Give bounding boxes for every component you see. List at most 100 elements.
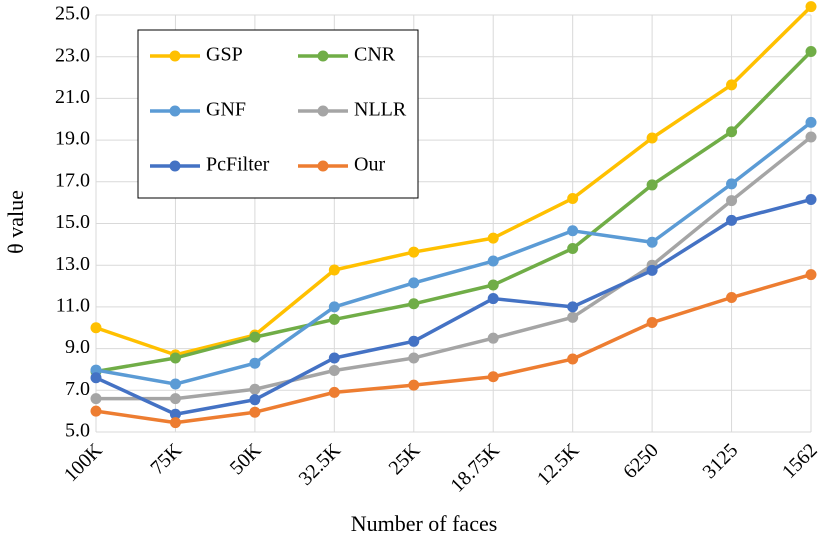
legend-marker [317,105,329,117]
plot [90,1,817,429]
y-tick-label: 19.0 [55,128,90,150]
x-tick-label: 12.5K [533,439,584,490]
data-point [487,371,499,383]
legend-marker [169,50,181,62]
x-tick-label: 6250 [619,439,663,483]
y-tick-label: 11.0 [56,294,90,316]
data-point [567,353,579,365]
data-point [408,246,420,258]
data-point [726,178,738,190]
x-axis-title: Number of faces [351,511,498,536]
series-line [95,272,812,425]
data-point [487,332,499,344]
y-tick-label: 9.0 [65,336,90,358]
legend-label: GNF [206,99,246,121]
data-point [487,232,499,244]
data-point [90,405,102,417]
y-tick-label: 25.0 [55,3,90,25]
series-line [95,5,813,357]
legend-marker [317,50,329,62]
legend: GSP CNR GNF NLLR PcFilter Our [137,29,419,199]
data-point [567,311,579,323]
data-point [249,406,261,418]
data-point [567,225,579,237]
data-point [408,352,420,364]
data-point [169,378,181,390]
data-point [487,293,499,305]
data-point [249,394,261,406]
data-point [328,364,340,376]
data-point [805,45,817,57]
data-point [487,279,499,291]
x-tick-label: 50K [226,439,266,479]
data-point [646,132,658,144]
series-line [95,50,813,374]
legend-label: CNR [354,44,396,66]
data-point [567,192,579,204]
legend-label: Our [354,154,385,176]
x-tick-label: 1562 [778,439,818,483]
data-point [169,393,181,405]
data-point [169,352,181,364]
data-point [805,116,817,128]
x-tick-label: 100K [60,439,107,486]
data-point [805,1,817,13]
legend-label: GSP [206,44,243,66]
y-tick-label: 21.0 [55,86,90,108]
data-point [646,236,658,248]
series-line [95,197,812,417]
data-point [90,393,102,405]
y-axis-title: θ value [3,190,28,254]
data-point [726,292,738,304]
data-point [90,364,102,376]
data-point [726,126,738,138]
data-point [646,179,658,191]
data-point [328,264,340,276]
y-tick-label: 7.0 [65,378,90,400]
data-point [328,313,340,325]
data-point [249,331,261,343]
x-tick-label: 32.5K [295,439,346,490]
data-point [328,386,340,398]
data-point [567,243,579,255]
data-point [805,269,817,281]
data-point [90,322,102,334]
legend-marker [169,160,181,172]
data-point [805,131,817,143]
series-line [95,120,813,386]
x-tick-label: 18.75K [446,439,504,497]
data-point [408,379,420,391]
y-tick-label: 23.0 [55,44,90,66]
data-point [726,79,738,91]
x-tick-label: 25K [385,439,425,479]
legend-marker [317,160,329,172]
data-point [408,298,420,310]
y-tick-label: 13.0 [55,253,90,275]
y-tick-label: 17.0 [55,169,90,191]
data-point [249,357,261,369]
x-tick-label: 3125 [698,439,742,483]
data-point [408,335,420,347]
data-point [726,195,738,207]
data-point [805,194,817,206]
series-line [96,135,813,401]
data-point [249,383,261,395]
data-point [169,408,181,420]
y-tick-label: 5.0 [65,420,90,442]
data-point [487,255,499,267]
data-point [567,301,579,313]
data-point [169,417,181,429]
legend-box [137,29,419,199]
data-point [328,301,340,313]
data-point [726,214,738,226]
legend-label: PcFilter [206,154,270,176]
y-tick-label: 15.0 [55,211,90,233]
data-point [328,352,340,364]
data-point [646,317,658,329]
x-tick-label: 75K [146,439,186,479]
legend-marker [169,105,181,117]
data-point [90,372,102,384]
legend-label: NLLR [354,99,407,121]
